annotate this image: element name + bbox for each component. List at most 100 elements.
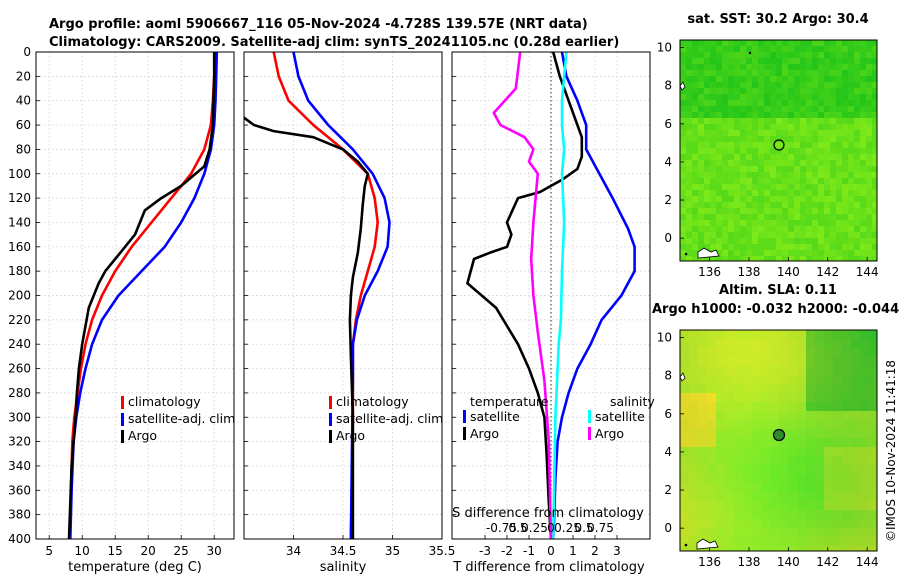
- map-cell: [728, 244, 735, 251]
- map-cell: [770, 375, 780, 385]
- map-cell: [740, 196, 747, 203]
- map-cell: [854, 160, 861, 167]
- map-cell: [806, 196, 813, 203]
- map-cell: [797, 357, 807, 367]
- map-cell: [800, 130, 807, 137]
- map-cell: [740, 136, 747, 143]
- map-cell: [851, 537, 861, 547]
- map-cell: [680, 501, 690, 511]
- map-cell: [779, 339, 789, 349]
- map-cell: [824, 420, 834, 430]
- map-cell: [764, 250, 771, 257]
- map-cell: [860, 190, 867, 197]
- map-cell: [815, 519, 825, 529]
- map-cell: [746, 148, 753, 155]
- legend-swatch-satellite: [329, 413, 332, 426]
- map-cell: [800, 196, 807, 203]
- map-cell: [869, 483, 878, 493]
- map-cell: [818, 64, 825, 71]
- map-cell: [872, 88, 878, 95]
- map-cell: [779, 447, 789, 457]
- map-cell: [854, 226, 861, 233]
- sla-map-title-line2: Argo h1000: -0.032 h2000: -0.044: [652, 302, 899, 317]
- map-cell: [704, 232, 711, 239]
- map-cell: [680, 166, 687, 173]
- map-cell: [716, 142, 723, 149]
- map-cell: [848, 196, 855, 203]
- map-cell: [764, 202, 771, 209]
- map-cell: [794, 172, 801, 179]
- map-cell: [707, 375, 717, 385]
- map-cell: [764, 118, 771, 125]
- map-cell: [866, 148, 873, 155]
- map-cell: [680, 130, 687, 137]
- map-cell: [848, 64, 855, 71]
- map-cell: [788, 124, 795, 131]
- xtick-label: 30: [207, 544, 222, 558]
- legend-label-climatology: climatology: [336, 394, 409, 409]
- map-cell: [860, 474, 870, 484]
- map-cell: [788, 40, 795, 47]
- map-cell: [740, 256, 747, 262]
- map-cell: [770, 130, 777, 137]
- map-cell: [824, 402, 834, 412]
- map-cell: [761, 348, 771, 358]
- map-cell: [698, 130, 705, 137]
- map-cell: [824, 184, 831, 191]
- map-cell: [689, 384, 699, 394]
- map-cell: [770, 112, 777, 119]
- map-cell: [689, 438, 699, 448]
- map-cell: [815, 366, 825, 376]
- map-cell: [758, 76, 765, 83]
- ytick-label: 320: [8, 435, 31, 449]
- map-cell: [812, 256, 819, 262]
- map-cell: [710, 82, 717, 89]
- map-cell: [779, 456, 789, 466]
- map-cell: [812, 226, 819, 233]
- map-cell: [734, 184, 741, 191]
- map-cell: [815, 339, 825, 349]
- map-cell: [806, 172, 813, 179]
- map-cell: [854, 238, 861, 245]
- map-cell: [698, 190, 705, 197]
- map-cell: [710, 142, 717, 149]
- map-cell: [854, 214, 861, 221]
- map-cell: [782, 52, 789, 59]
- map-cell: [728, 112, 735, 119]
- map-cell: [716, 130, 723, 137]
- map-cell: [842, 40, 849, 47]
- map-cell: [788, 456, 798, 466]
- map-cell: [704, 202, 711, 209]
- difference-panel: -3 -2 -1 0 1 2 3 T difference from climatology…: [451, 51, 655, 575]
- map-cell: [734, 357, 744, 367]
- s-difference-label: S difference from climatology: [452, 506, 644, 521]
- map-cell: [788, 220, 795, 227]
- map-cell: [734, 438, 744, 448]
- map-cell: [824, 238, 831, 245]
- map-cell: [842, 238, 849, 245]
- map-cell: [707, 483, 717, 493]
- map-cell: [770, 348, 780, 358]
- legend-label-s-satellite: satellite: [595, 409, 645, 424]
- map-cell: [818, 244, 825, 251]
- map-cell: [686, 160, 693, 167]
- map-cell: [866, 214, 873, 221]
- map-cell: [851, 546, 861, 552]
- map-cell: [812, 214, 819, 221]
- map-cell: [680, 402, 690, 412]
- ytick-label: 120: [8, 191, 31, 205]
- map-cell: [806, 82, 813, 89]
- map-cell: [836, 70, 843, 77]
- map-cell: [746, 118, 753, 125]
- temperature-xtick-labels: 5 10 15 20 25 30: [45, 544, 221, 558]
- map-cell: [806, 64, 813, 71]
- map-cell: [722, 70, 729, 77]
- map-cell: [776, 82, 783, 89]
- map-cell: [869, 375, 878, 385]
- map-cell: [728, 88, 735, 95]
- map-cell: [788, 519, 798, 529]
- map-cell: [815, 402, 825, 412]
- map-cell: [776, 250, 783, 257]
- map-cell: [860, 447, 870, 457]
- map-cell: [860, 438, 870, 448]
